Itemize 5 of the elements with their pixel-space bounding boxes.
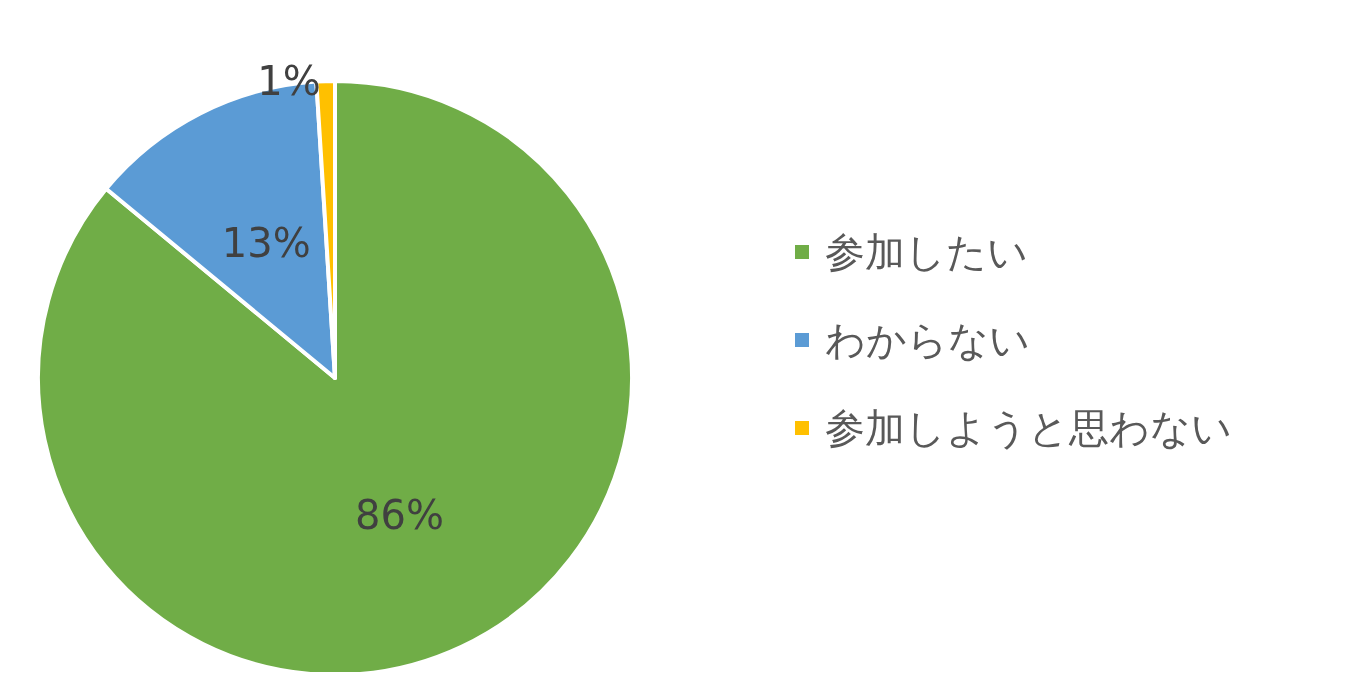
legend-label: 参加したい: [825, 229, 1028, 275]
data-label: 86%: [355, 492, 444, 539]
legend-label: わからない: [825, 317, 1030, 363]
data-label: 13%: [221, 220, 311, 267]
legend-label: 参加しようと思わない: [825, 405, 1232, 451]
